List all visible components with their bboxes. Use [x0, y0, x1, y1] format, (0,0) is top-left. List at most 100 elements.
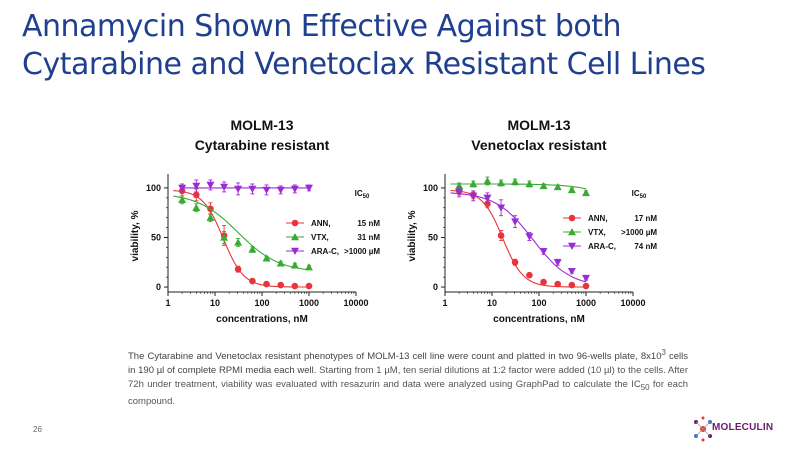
x-tick-label: 10: [210, 298, 220, 308]
legend-label: ANN,: [311, 219, 331, 228]
data-point: [234, 238, 243, 246]
series-vtx: [173, 195, 313, 271]
caption-text-end: for each compound.: [128, 379, 688, 408]
data-point: [582, 282, 590, 290]
legend-item: VTX, >1000 µM: [563, 228, 657, 237]
figure-caption: The Cytarabine and Venetoclax resistant …: [128, 346, 688, 409]
legend-ic50: 74 nM: [634, 242, 657, 251]
data-point: [582, 274, 590, 283]
data-point: [249, 277, 256, 285]
legend: IC50 ANN, 17 nM VTX, >1000 µM ARA-C, 74 nM: [563, 189, 657, 251]
chart-cytarabine-resistant: MOLM-13 Cytarabine resistant 0 50 100 1 10 100 1…: [130, 117, 380, 325]
series-vtx: [450, 176, 590, 197]
x-axis-label: concentrations, nM: [216, 314, 308, 325]
legend-marker: [291, 219, 299, 227]
x-axis-label: concentrations, nM: [493, 314, 585, 325]
data-point: [248, 185, 257, 193]
page-number: 26: [33, 425, 42, 434]
data-point: [192, 182, 201, 190]
data-point: [263, 280, 270, 288]
y-axis-label: viability, %: [130, 210, 141, 261]
data-point: [262, 254, 271, 262]
data-point: [567, 185, 576, 194]
series-arac: [450, 186, 590, 283]
legend-ic50: 17 nM: [634, 214, 657, 223]
fit-curve: [173, 195, 310, 271]
data-point: [234, 265, 242, 273]
data-point: [539, 181, 548, 190]
data-point: [483, 176, 492, 185]
data-point: [582, 188, 590, 197]
data-point: [525, 233, 534, 241]
x-tick-label: 10000: [620, 298, 645, 308]
legend: IC50 ANN, 15 nM VTX, 31 nM ARA-C, >1000 µM: [286, 189, 380, 256]
legend-label: ARA-C,: [588, 242, 616, 251]
y-tick-label: 50: [428, 232, 438, 242]
data-point: [511, 258, 519, 266]
legend-title-sub: 50: [640, 194, 647, 200]
y-tick-label: 50: [151, 232, 161, 242]
data-point: [277, 281, 285, 289]
fit-curve: [173, 190, 309, 288]
data-point: [220, 233, 229, 241]
caption-superscript: 3: [661, 348, 666, 357]
slide-title: Annamycin Shown Effective Against both C…: [22, 8, 782, 84]
data-point: [497, 178, 506, 187]
data-point: [178, 184, 187, 192]
data-point: [525, 179, 534, 188]
data-point: [305, 263, 313, 271]
data-point: [511, 218, 520, 226]
data-point: [262, 186, 271, 194]
data-point: [291, 282, 299, 290]
legend-label: VTX,: [311, 233, 329, 242]
legend-title: IC50: [632, 189, 647, 200]
data-point: [567, 267, 576, 276]
data-point: [234, 185, 243, 193]
legend-label: ARA-C,: [311, 247, 339, 256]
data-point: [192, 203, 201, 211]
legend-ic50: >1000 µM: [344, 247, 380, 256]
data-point: [483, 194, 492, 202]
caption-bold-part-2: cells in 190 µl of complete RPMI media e…: [128, 351, 688, 377]
data-point: [497, 232, 505, 239]
y-tick-label: 100: [423, 183, 438, 193]
legend-title: IC50: [355, 189, 370, 200]
data-point: [290, 185, 299, 193]
legend-item: ARA-C, 74 nM: [563, 242, 657, 251]
legend-label: VTX,: [588, 228, 606, 237]
x-tick-label: 1000: [299, 298, 319, 308]
data-point: [206, 181, 215, 189]
data-point: [526, 271, 533, 279]
caption-text: Starting from 1 µM, ten serial dilutions…: [128, 365, 688, 391]
data-point: [539, 248, 548, 256]
chart-title-line-1: MOLM-13: [508, 117, 571, 133]
chart-venetoclax-resistant: MOLM-13 Venetoclax resistant 0 50 100 1 10 100 1…: [407, 117, 657, 325]
series-arac: [178, 179, 313, 196]
data-point: [568, 281, 576, 289]
x-tick-label: 1: [442, 298, 447, 308]
legend-item: ANN, 17 nM: [563, 214, 657, 223]
data-point: [276, 186, 285, 194]
data-point: [192, 191, 200, 199]
chart-title-line-2: Cytarabine resistant: [195, 137, 330, 153]
legend-item: ARA-C, >1000 µM: [286, 247, 380, 256]
legend-title-text: IC: [355, 189, 363, 198]
x-tick-label: 10000: [343, 298, 368, 308]
data-point: [553, 259, 562, 267]
data-point: [206, 213, 215, 221]
data-point: [469, 179, 478, 188]
caption-subscript: 50: [640, 383, 650, 393]
legend-ic50: 15 nM: [357, 219, 380, 228]
y-tick-label: 100: [146, 183, 161, 193]
legend-title-sub: 50: [363, 194, 370, 200]
data-point: [497, 204, 506, 212]
y-axis-label: viability, %: [407, 210, 418, 261]
data-point: [178, 195, 187, 204]
chart-title-line-1: MOLM-13: [231, 117, 294, 133]
data-point: [305, 184, 313, 192]
slide-title-line-1: Annamycin Shown Effective Against both: [22, 9, 622, 44]
data-point: [290, 261, 299, 269]
x-tick-label: 100: [254, 298, 269, 308]
legend-marker: [568, 228, 576, 236]
data-point: [511, 177, 520, 186]
